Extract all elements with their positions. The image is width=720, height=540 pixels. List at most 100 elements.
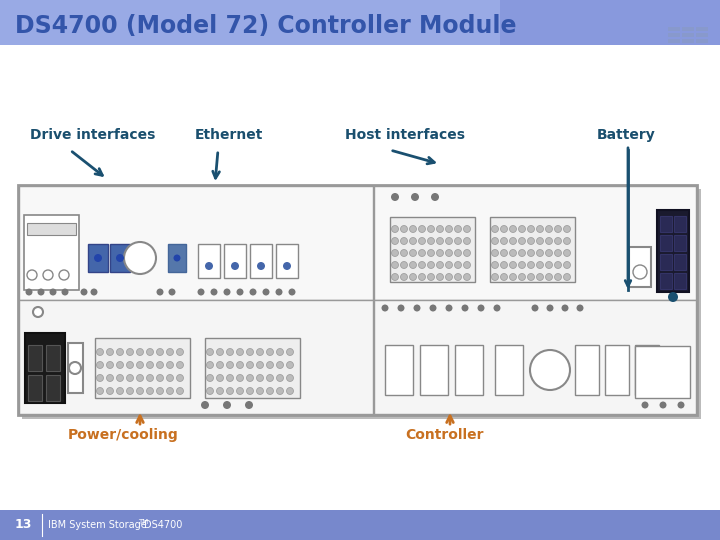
Circle shape (266, 361, 274, 368)
Circle shape (246, 348, 253, 355)
Circle shape (287, 348, 294, 355)
Circle shape (257, 262, 265, 270)
Circle shape (518, 273, 526, 280)
Circle shape (117, 348, 124, 355)
Circle shape (462, 305, 469, 312)
Circle shape (446, 226, 452, 233)
Circle shape (492, 226, 498, 233)
Circle shape (518, 249, 526, 256)
Circle shape (564, 226, 570, 233)
Circle shape (127, 361, 133, 368)
Circle shape (492, 261, 498, 268)
Circle shape (137, 375, 143, 381)
Circle shape (660, 402, 667, 408)
Circle shape (236, 388, 243, 395)
Circle shape (428, 238, 434, 245)
Circle shape (156, 388, 163, 395)
Circle shape (564, 249, 570, 256)
Bar (682, 39, 694, 43)
Circle shape (430, 305, 436, 312)
Circle shape (59, 270, 69, 280)
Circle shape (418, 261, 426, 268)
Circle shape (477, 305, 485, 312)
Circle shape (554, 273, 562, 280)
Circle shape (392, 261, 398, 268)
Circle shape (464, 261, 470, 268)
Bar (696, 27, 708, 31)
Bar (660, 254, 672, 270)
Circle shape (446, 238, 452, 245)
Bar (0, 0, 720, 45)
Circle shape (431, 193, 439, 201)
Circle shape (500, 273, 508, 280)
Circle shape (536, 238, 544, 245)
Circle shape (518, 238, 526, 245)
Circle shape (410, 261, 416, 268)
Circle shape (276, 361, 284, 368)
Circle shape (246, 361, 253, 368)
Bar (88, 244, 108, 272)
Bar (276, 244, 298, 278)
Circle shape (256, 388, 264, 395)
Circle shape (37, 288, 45, 295)
Circle shape (410, 238, 416, 245)
Text: Host interfaces: Host interfaces (345, 128, 465, 142)
Circle shape (289, 288, 295, 295)
Text: DS4700: DS4700 (144, 520, 182, 530)
Bar (224, 244, 246, 278)
Circle shape (446, 273, 452, 280)
Circle shape (564, 261, 570, 268)
Bar (46, 375, 60, 401)
Circle shape (266, 375, 274, 381)
Circle shape (500, 238, 508, 245)
Bar (24, 215, 79, 290)
Circle shape (436, 273, 444, 280)
Circle shape (528, 273, 534, 280)
Bar (250, 244, 272, 278)
Circle shape (25, 288, 32, 295)
Circle shape (528, 226, 534, 233)
Circle shape (510, 249, 516, 256)
Circle shape (642, 402, 649, 408)
Text: Ethernet: Ethernet (195, 128, 264, 142)
Circle shape (146, 388, 153, 395)
Circle shape (146, 361, 153, 368)
Bar (28, 345, 42, 371)
Bar (605, 345, 629, 395)
Circle shape (436, 261, 444, 268)
Circle shape (493, 305, 500, 312)
Bar (374, 300, 696, 414)
Circle shape (276, 388, 284, 395)
Circle shape (492, 273, 498, 280)
Circle shape (554, 261, 562, 268)
Circle shape (436, 226, 444, 233)
Circle shape (207, 361, 214, 368)
Circle shape (197, 288, 204, 295)
Circle shape (137, 361, 143, 368)
Circle shape (166, 361, 174, 368)
Text: 13: 13 (15, 518, 32, 531)
Circle shape (283, 262, 291, 270)
Circle shape (137, 348, 143, 355)
Circle shape (156, 361, 163, 368)
Circle shape (250, 288, 256, 295)
Bar (46, 345, 60, 371)
Circle shape (536, 226, 544, 233)
Circle shape (287, 375, 294, 381)
Circle shape (127, 388, 133, 395)
Circle shape (410, 249, 416, 256)
Circle shape (166, 375, 174, 381)
Circle shape (91, 288, 97, 295)
Circle shape (217, 375, 223, 381)
Circle shape (174, 254, 181, 261)
Bar (27, 223, 76, 235)
Circle shape (223, 288, 230, 295)
Circle shape (454, 249, 462, 256)
Circle shape (176, 388, 184, 395)
Bar (420, 345, 448, 395)
Circle shape (528, 238, 534, 245)
Circle shape (107, 375, 114, 381)
Circle shape (500, 261, 508, 268)
Circle shape (236, 375, 243, 381)
Circle shape (428, 226, 434, 233)
